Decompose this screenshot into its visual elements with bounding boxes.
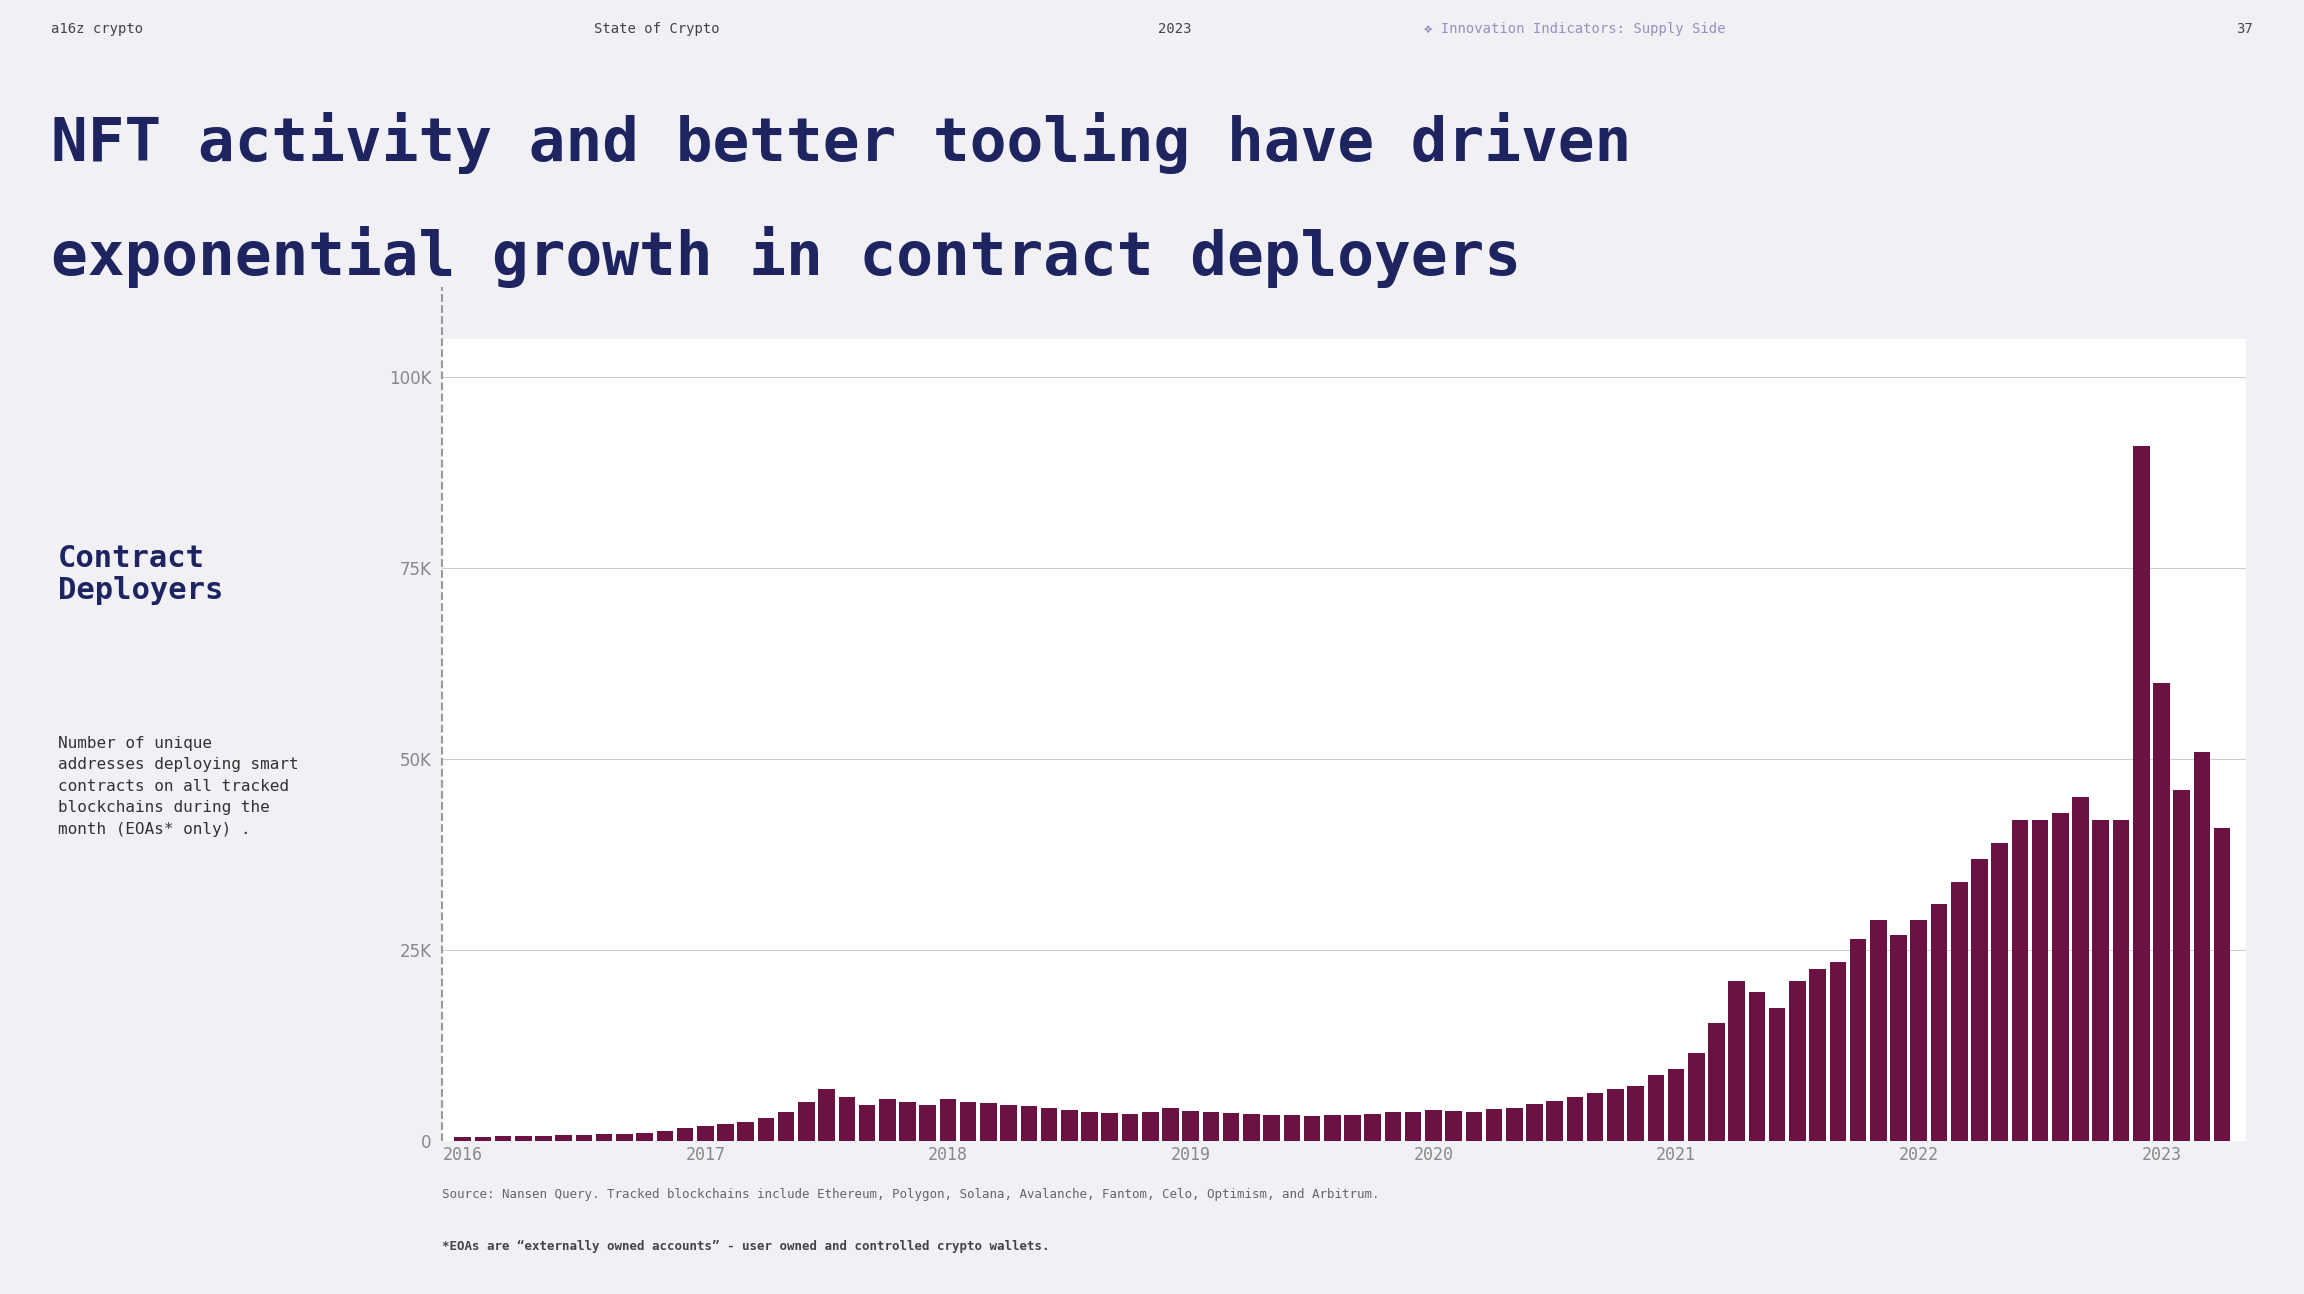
Bar	[2154, 683, 2170, 1141]
Bar	[2214, 828, 2230, 1141]
Bar	[2053, 813, 2069, 1141]
Text: Source: Nansen Query. Tracked blockchains include Ethereum, Polygon, Solana, Ava: Source: Nansen Query. Tracked blockchain…	[442, 1188, 1380, 1201]
Text: 2023: 2023	[1159, 22, 1191, 36]
Bar	[1203, 1112, 1219, 1141]
Bar	[2173, 789, 2191, 1141]
Bar	[1000, 1105, 1016, 1141]
Bar	[475, 1136, 491, 1141]
Bar	[1081, 1112, 1097, 1141]
Bar	[495, 1136, 511, 1141]
Bar	[1343, 1114, 1362, 1141]
Bar	[1668, 1069, 1684, 1141]
Bar	[1689, 1053, 1705, 1141]
Text: Contract
Deployers: Contract Deployers	[58, 543, 223, 606]
Bar	[1062, 1110, 1078, 1141]
Bar	[2113, 820, 2129, 1141]
Bar	[1889, 936, 1908, 1141]
Bar	[1608, 1090, 1624, 1141]
Bar	[2011, 820, 2028, 1141]
Bar	[1486, 1109, 1502, 1141]
Bar	[1405, 1112, 1422, 1141]
Bar	[1304, 1117, 1320, 1141]
Bar	[1587, 1093, 1604, 1141]
Text: Number of unique
addresses deploying smart
contracts on all tracked
blockchains : Number of unique addresses deploying sma…	[58, 735, 297, 837]
Bar	[839, 1097, 855, 1141]
Bar	[1364, 1114, 1380, 1141]
Bar	[1647, 1075, 1663, 1141]
Bar	[1525, 1104, 1544, 1141]
Bar	[1041, 1108, 1058, 1141]
Bar	[576, 1135, 592, 1141]
Bar	[919, 1105, 935, 1141]
Bar	[1951, 881, 1968, 1141]
Bar	[1325, 1115, 1341, 1141]
Bar	[880, 1100, 896, 1141]
Bar	[818, 1090, 834, 1141]
Bar	[1728, 981, 1744, 1141]
Bar	[1244, 1114, 1260, 1141]
Bar	[940, 1100, 956, 1141]
Bar	[1546, 1101, 1562, 1141]
Bar	[516, 1136, 532, 1141]
Text: *EOAs are “externally owned accounts” - user owned and controlled crypto wallets: *EOAs are “externally owned accounts” - …	[442, 1240, 1051, 1253]
Bar	[1426, 1110, 1442, 1141]
Text: ❖ Innovation Indicators: Supply Side: ❖ Innovation Indicators: Supply Side	[1424, 22, 1726, 36]
Bar	[2032, 820, 2048, 1141]
Bar	[698, 1126, 714, 1141]
Bar	[1182, 1110, 1198, 1141]
Bar	[2134, 446, 2150, 1141]
Bar	[1809, 969, 1827, 1141]
Bar	[2071, 797, 2090, 1141]
Bar	[657, 1131, 673, 1141]
Bar	[1790, 981, 1806, 1141]
Bar	[1263, 1114, 1279, 1141]
Bar	[779, 1113, 795, 1141]
Bar	[535, 1136, 551, 1141]
Bar	[1749, 992, 1765, 1141]
Bar	[797, 1101, 816, 1141]
Bar	[1161, 1109, 1180, 1141]
Bar	[1910, 920, 1926, 1141]
Bar	[1972, 859, 1988, 1141]
Bar	[979, 1102, 998, 1141]
Text: State of Crypto: State of Crypto	[594, 22, 719, 36]
Bar	[1507, 1108, 1523, 1141]
Bar	[615, 1134, 634, 1141]
Bar	[1567, 1097, 1583, 1141]
Bar	[454, 1137, 470, 1141]
Bar	[1223, 1113, 1240, 1141]
Bar	[1283, 1115, 1299, 1141]
Bar	[899, 1101, 915, 1141]
Bar	[758, 1118, 774, 1141]
Bar	[1707, 1022, 1726, 1141]
Bar	[1850, 939, 1866, 1141]
Text: exponential growth in contract deployers: exponential growth in contract deployers	[51, 225, 1521, 287]
Bar	[677, 1128, 694, 1141]
Bar	[555, 1135, 571, 1141]
Bar	[1101, 1113, 1117, 1141]
Bar	[1445, 1110, 1463, 1141]
Bar	[1871, 920, 1887, 1141]
Bar	[1122, 1114, 1138, 1141]
Bar	[597, 1135, 613, 1141]
Bar	[1829, 961, 1846, 1141]
Bar	[1385, 1113, 1401, 1141]
Bar	[1465, 1112, 1481, 1141]
Bar	[1991, 844, 2009, 1141]
Bar	[1627, 1086, 1645, 1141]
Text: a16z crypto: a16z crypto	[51, 22, 143, 36]
Bar	[2193, 752, 2210, 1141]
Bar	[2092, 820, 2108, 1141]
Bar	[961, 1101, 977, 1141]
Text: NFT activity and better tooling have driven: NFT activity and better tooling have dri…	[51, 111, 1631, 173]
Bar	[737, 1122, 753, 1141]
Bar	[1931, 905, 1947, 1141]
Bar	[717, 1124, 733, 1141]
Bar	[1143, 1113, 1159, 1141]
Text: 37: 37	[2237, 22, 2253, 36]
Bar	[1769, 1008, 1786, 1141]
Bar	[1021, 1106, 1037, 1141]
Bar	[859, 1105, 876, 1141]
Bar	[636, 1134, 652, 1141]
